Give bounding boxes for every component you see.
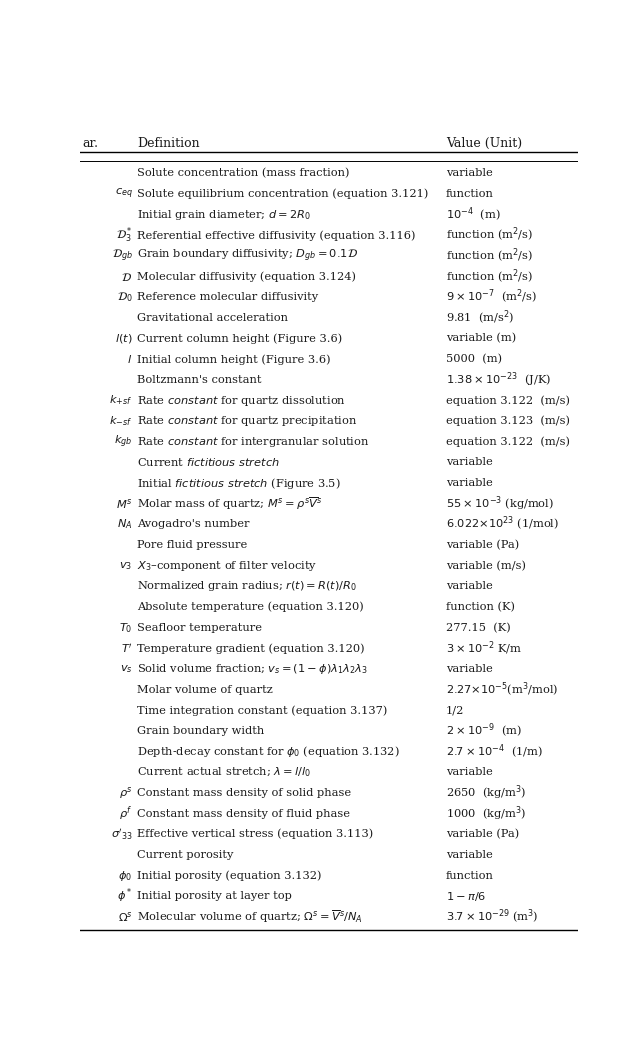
Text: Rate $\mathit{constant}$ for quartz dissolution: Rate $\mathit{constant}$ for quartz diss… [137,393,347,407]
Text: Time integration constant (equation 3.137): Time integration constant (equation 3.13… [137,705,388,715]
Text: Initial grain diameter; $d = 2R_0$: Initial grain diameter; $d = 2R_0$ [137,208,311,221]
Text: Current column height (Figure 3.6): Current column height (Figure 3.6) [137,334,343,344]
Text: Initial porosity at layer top: Initial porosity at layer top [137,892,292,901]
Text: Solute concentration (mass fraction): Solute concentration (mass fraction) [137,168,350,178]
Text: variable: variable [446,581,492,592]
Text: $v_s$: $v_s$ [120,663,132,675]
Text: Current porosity: Current porosity [137,850,234,860]
Text: $\Omega^s$: $\Omega^s$ [117,909,132,924]
Text: $\sigma'_{33}$: $\sigma'_{33}$ [110,827,132,841]
Text: 1000  (kg/m$^3$): 1000 (kg/m$^3$) [446,805,526,822]
Text: $\mathcal{D}$: $\mathcal{D}$ [121,271,132,282]
Text: Referential effective diffusivity (equation 3.116): Referential effective diffusivity (equat… [137,230,416,240]
Text: $l$: $l$ [127,354,132,365]
Text: variable: variable [446,168,492,178]
Text: $l(t)$: $l(t)$ [115,333,132,345]
Text: $\mathcal{D}_0$: $\mathcal{D}_0$ [117,291,132,304]
Text: Depth-decay constant for $\phi_0$ (equation 3.132): Depth-decay constant for $\phi_0$ (equat… [137,744,400,759]
Text: variable (m/s): variable (m/s) [446,560,526,571]
Text: Constant mass density of fluid phase: Constant mass density of fluid phase [137,809,351,818]
Text: Rate $\mathit{constant}$ for intergranular solution: Rate $\mathit{constant}$ for intergranul… [137,435,370,449]
Text: 5000  (m): 5000 (m) [446,355,502,364]
Text: Avogadro's number: Avogadro's number [137,519,250,530]
Text: Initial $\mathit{fictitious\ stretch}$ (Figure 3.5): Initial $\mathit{fictitious\ stretch}$ (… [137,475,342,491]
Text: function: function [446,189,494,199]
Text: equation 3.122  (m/s): equation 3.122 (m/s) [446,395,570,406]
Text: function (m$^2$/s): function (m$^2$/s) [446,267,533,285]
Text: Seafloor temperature: Seafloor temperature [137,623,263,633]
Text: Absolute temperature (equation 3.120): Absolute temperature (equation 3.120) [137,602,364,613]
Text: $M^s$: $M^s$ [116,497,132,511]
Text: equation 3.123  (m/s): equation 3.123 (m/s) [446,415,570,427]
Text: $k_{-sf}$: $k_{-sf}$ [109,414,132,428]
Text: variable (Pa): variable (Pa) [446,540,519,551]
Text: $1 - \pi/6$: $1 - \pi/6$ [446,890,486,903]
Text: Current actual stretch; $\lambda = l/l_0$: Current actual stretch; $\lambda = l/l_0… [137,766,311,779]
Text: $9 \times 10^{-7}$  (m$^2$/s): $9 \times 10^{-7}$ (m$^2$/s) [446,288,537,306]
Text: $k_{+sf}$: $k_{+sf}$ [109,393,132,407]
Text: variable: variable [446,850,492,860]
Text: Boltzmann's constant: Boltzmann's constant [137,374,262,385]
Text: Temperature gradient (equation 3.120): Temperature gradient (equation 3.120) [137,643,365,654]
Text: $2.7 \times 10^{-4}$  (1/m): $2.7 \times 10^{-4}$ (1/m) [446,743,543,761]
Text: function: function [446,871,494,880]
Text: $X_3$–component of filter velocity: $X_3$–component of filter velocity [137,559,318,573]
Text: Current $\mathit{fictitious\ stretch}$: Current $\mathit{fictitious\ stretch}$ [137,456,281,469]
Text: $2.27{\times}10^{-5}$(m$^3$/mol): $2.27{\times}10^{-5}$(m$^3$/mol) [446,681,558,699]
Text: variable: variable [446,664,492,675]
Text: $3.7 \times 10^{-29}$ (m$^3$): $3.7 \times 10^{-29}$ (m$^3$) [446,907,539,926]
Text: $10^{-4}$  (m): $10^{-4}$ (m) [446,206,501,223]
Text: $\phi_0$: $\phi_0$ [119,869,132,882]
Text: Solute equilibrium concentration (equation 3.121): Solute equilibrium concentration (equati… [137,189,429,199]
Text: $\mathcal{D}_{gb}$: $\mathcal{D}_{gb}$ [112,248,132,264]
Text: 9.81  (m/s$^2$): 9.81 (m/s$^2$) [446,308,514,327]
Text: Molecular diffusivity (equation 3.124): Molecular diffusivity (equation 3.124) [137,272,356,282]
Text: Constant mass density of solid phase: Constant mass density of solid phase [137,788,352,798]
Text: Grain boundary diffusivity; $D_{gb} = 0.1\mathcal{D}$: Grain boundary diffusivity; $D_{gb} = 0.… [137,248,358,264]
Text: $T_0$: $T_0$ [119,621,132,635]
Text: $\phi^*$: $\phi^*$ [117,886,132,905]
Text: $2 \times 10^{-9}$  (m): $2 \times 10^{-9}$ (m) [446,722,522,740]
Text: variable: variable [446,767,492,777]
Text: Grain boundary width: Grain boundary width [137,726,265,736]
Text: Pore fluid pressure: Pore fluid pressure [137,540,248,550]
Text: $55 \times 10^{-3}$ (kg/mol): $55 \times 10^{-3}$ (kg/mol) [446,494,554,513]
Text: Molar mass of quartz; $M^s = \rho^s\overline{V}^s$: Molar mass of quartz; $M^s = \rho^s\over… [137,495,323,512]
Text: $3 \times 10^{-2}$ K/m: $3 \times 10^{-2}$ K/m [446,640,522,657]
Text: variable: variable [446,478,492,488]
Text: function (m$^2$/s): function (m$^2$/s) [446,227,533,244]
Text: Gravitational acceleration: Gravitational acceleration [137,313,288,323]
Text: Molar volume of quartz: Molar volume of quartz [137,685,273,694]
Text: Solid volume fraction; $v_s = (1-\phi)\lambda_1\lambda_2\lambda_3$: Solid volume fraction; $v_s = (1-\phi)\l… [137,662,369,676]
Text: variable (Pa): variable (Pa) [446,829,519,839]
Text: $N_A$: $N_A$ [117,517,132,532]
Text: Reference molecular diffusivity: Reference molecular diffusivity [137,293,318,302]
Text: variable: variable [446,457,492,468]
Text: $\rho^f$: $\rho^f$ [119,805,132,822]
Text: Rate $\mathit{constant}$ for quartz precipitation: Rate $\mathit{constant}$ for quartz prec… [137,414,358,428]
Text: $k_{gb}$: $k_{gb}$ [114,433,132,450]
Text: Molecular volume of quartz; $\Omega^s = \overline{V}^s/N_A$: Molecular volume of quartz; $\Omega^s = … [137,908,363,925]
Text: ar.: ar. [83,137,99,150]
Text: function (K): function (K) [446,602,515,613]
Text: equation 3.122  (m/s): equation 3.122 (m/s) [446,436,570,447]
Text: Definition: Definition [137,137,200,150]
Text: $1.38 \times 10^{-23}$  (J/K): $1.38 \times 10^{-23}$ (J/K) [446,370,551,389]
Text: $\mathcal{D}_3^*$: $\mathcal{D}_3^*$ [116,226,132,245]
Text: 1/2: 1/2 [446,705,464,715]
Text: Normalized grain radius; $r(t) = R(t)/R_0$: Normalized grain radius; $r(t) = R(t)/R_… [137,579,358,594]
Text: $v_3$: $v_3$ [119,560,132,572]
Text: $c_{eq}$: $c_{eq}$ [114,187,132,201]
Text: $\rho^s$: $\rho^s$ [119,785,132,801]
Text: 2650  (kg/m$^3$): 2650 (kg/m$^3$) [446,784,526,802]
Text: $6.022{\times}10^{23}$ (1/mol): $6.022{\times}10^{23}$ (1/mol) [446,515,559,534]
Text: 277.15  (K): 277.15 (K) [446,622,510,633]
Text: Value (Unit): Value (Unit) [446,137,522,150]
Text: Effective vertical stress (equation 3.113): Effective vertical stress (equation 3.11… [137,829,374,839]
Text: $T'$: $T'$ [121,642,132,655]
Text: function (m$^2$/s): function (m$^2$/s) [446,247,533,265]
Text: Initial porosity (equation 3.132): Initial porosity (equation 3.132) [137,871,322,881]
Text: variable (m): variable (m) [446,334,516,344]
Text: Initial column height (Figure 3.6): Initial column height (Figure 3.6) [137,354,331,364]
